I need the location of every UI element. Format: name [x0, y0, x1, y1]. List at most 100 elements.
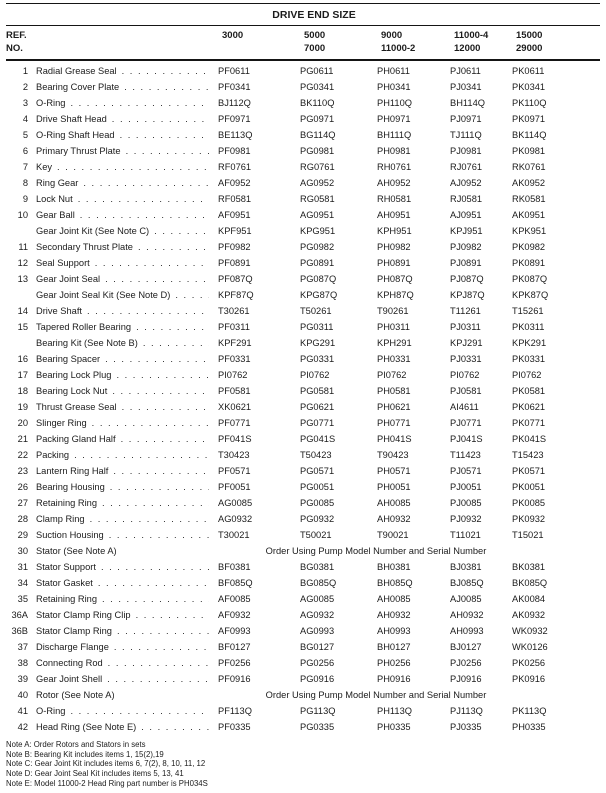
- dot-leader: [120, 127, 209, 143]
- column-header-size-2: 12000: [454, 43, 481, 54]
- part-number: AH0993: [377, 626, 411, 636]
- column-header-size-2: 29000: [516, 43, 543, 54]
- part-number: BH085Q: [377, 578, 413, 588]
- part-name: Lantern Ring Half: [36, 466, 109, 476]
- part-number: PG0571: [300, 466, 335, 476]
- part-number: PK0581: [512, 386, 546, 396]
- note-line: Note E: Model 11000-2 Head Ring part num…: [6, 778, 208, 788]
- part-number: PK0311: [512, 322, 545, 332]
- part-number: PK0341: [512, 82, 546, 92]
- table-row: 39 Gear Joint Shell PF0916 PG0916 PH0916 PJ09…: [6, 671, 600, 687]
- ref-no: 9: [22, 194, 28, 204]
- table-row: Bearing Kit (See Note B) KPF291 KPG291 KPH2…: [6, 335, 600, 351]
- part-name-cell: Lantern Ring Half: [28, 463, 218, 479]
- part-number: PJ0611: [450, 66, 481, 76]
- table-row: 41 O-Ring PF113Q PG113Q PH113Q PJ113Q PK113Q: [6, 703, 600, 719]
- part-name: Gear Ball: [36, 210, 75, 220]
- part-number: RK0581: [512, 194, 546, 204]
- notes-section: Note A: Order Rotors and Stators in sets…: [6, 740, 600, 789]
- part-number: PJ0311: [450, 322, 481, 332]
- part-name-cell: Stator Gasket: [28, 575, 218, 591]
- part-number: PF0341: [218, 82, 251, 92]
- part-number: PI0762: [377, 370, 407, 380]
- table-row: 12 Seal Support PF0891 PG0891 PH0891 PJ0891 PK…: [6, 255, 600, 271]
- part-number: AF0085: [218, 594, 251, 604]
- part-number: PH110Q: [377, 98, 412, 108]
- part-number: KPH291: [377, 338, 412, 348]
- part-number: BJ0127: [450, 642, 482, 652]
- dot-leader: [117, 623, 209, 639]
- part-number: PG0311: [300, 322, 334, 332]
- part-number: AJ0951: [450, 210, 482, 220]
- ref-no: [6, 223, 28, 239]
- column-header-size-1: 5000: [304, 30, 326, 41]
- part-number: BH0381: [377, 562, 411, 572]
- dot-leader: [154, 223, 209, 239]
- part-number: PG0621: [300, 402, 335, 412]
- part-number: BK114Q: [512, 130, 547, 140]
- column-header-size-1: 15000: [516, 30, 543, 41]
- part-number: PG0971: [300, 114, 335, 124]
- ref-no: 14: [17, 306, 28, 316]
- part-number: RF0581: [218, 194, 252, 204]
- part-name-cell: Drive Shaft: [28, 303, 218, 319]
- part-name: Bearing Lock Nut: [36, 386, 108, 396]
- part-name: Lock Nut: [36, 194, 73, 204]
- table-row: 36B Stator Clamp Ring AF0993 AG0993 AH0993 AH…: [6, 623, 600, 639]
- part-number: KPJ951: [450, 226, 483, 236]
- part-number: PH0331: [377, 354, 411, 364]
- part-name-cell: Bearing Lock Nut: [28, 383, 218, 399]
- table-row: 10 Gear Ball AF0951 AG0951 AH0951 AJ0951 AK095…: [6, 207, 600, 223]
- dot-leader: [124, 79, 209, 95]
- part-number: WK0126: [512, 642, 548, 652]
- part-number: BH111Q: [377, 130, 412, 140]
- column-header: 11000-4 12000: [450, 29, 512, 55]
- part-number: PH0581: [377, 386, 411, 396]
- part-name-cell: Bearing Cover Plate: [28, 79, 218, 95]
- part-name: Packing: [36, 450, 70, 460]
- dot-leader: [143, 335, 209, 351]
- ref-no: 10: [17, 210, 28, 220]
- ref-no: 4: [22, 114, 28, 124]
- ref-no: 15: [17, 322, 28, 332]
- table-row: 26 Bearing Housing PF0051 PG0051 PH0051 PJ005…: [6, 479, 600, 495]
- ref-no: 11: [18, 242, 28, 252]
- part-name-cell: Thrust Grease Seal: [28, 399, 218, 415]
- ref-no: 8: [22, 178, 28, 188]
- part-name: Secondary Thrust Plate: [36, 242, 133, 252]
- ref-no: 16: [17, 354, 28, 364]
- part-name-cell: Gear Joint Kit (See Note C): [28, 223, 218, 239]
- part-name-cell: Stator (See Note A): [28, 543, 218, 559]
- part-name-cell: Packing: [28, 447, 218, 463]
- ref-label-line1: REF.: [6, 30, 27, 41]
- part-number: BG0127: [300, 642, 335, 652]
- part-name-cell: Bearing Housing: [28, 479, 218, 495]
- part-name-cell: Retaining Ring: [28, 495, 218, 511]
- part-number: BH0127: [377, 642, 411, 652]
- table-row: 1 Radial Grease Seal PF0611 PG0611 PH0611 PJ0…: [6, 63, 600, 79]
- part-number: T90021: [377, 530, 409, 540]
- part-number: KPF951: [218, 226, 252, 236]
- dot-leader: [102, 495, 209, 511]
- dot-leader: [138, 239, 209, 255]
- dot-leader: [90, 511, 209, 527]
- part-number: PK0981: [512, 146, 546, 156]
- dot-leader: [107, 671, 209, 687]
- dot-leader: [110, 479, 209, 495]
- table-row: 7 Key RF0761 RG0761 RH0761 RJ0761 RK0761: [6, 159, 600, 175]
- part-number: AH0932: [377, 610, 411, 620]
- part-name: O-Ring Shaft Head: [36, 130, 115, 140]
- part-number: PJ0331: [450, 354, 482, 364]
- part-number: RH0581: [377, 194, 412, 204]
- part-number: PJ0916: [450, 674, 482, 684]
- part-name: Bearing Kit (See Note B): [36, 338, 138, 348]
- table-row: Gear Joint Kit (See Note C) KPF951 KPG951 K…: [6, 223, 600, 239]
- part-name-cell: Key: [28, 159, 218, 175]
- part-number: PF0571: [218, 466, 251, 476]
- part-number: PH0981: [377, 146, 411, 156]
- ref-no: 1: [22, 66, 28, 76]
- part-name: Rotor (See Note A): [36, 690, 115, 700]
- part-number: AH0951: [377, 210, 411, 220]
- part-name: Tapered Roller Bearing: [36, 322, 132, 332]
- part-name-cell: Stator Clamp Ring: [28, 623, 218, 639]
